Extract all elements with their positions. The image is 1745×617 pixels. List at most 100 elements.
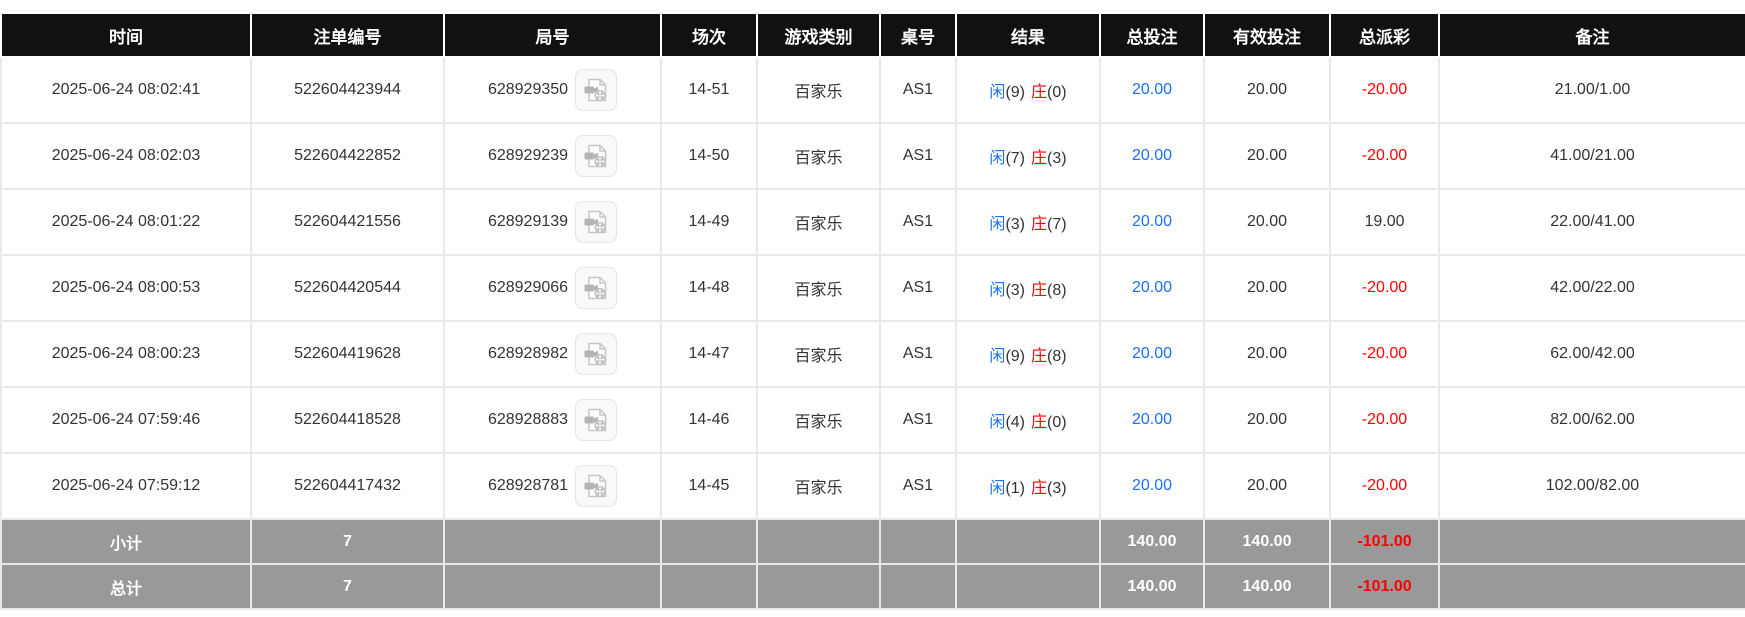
result-banker-label: 庄 bbox=[1031, 216, 1048, 233]
result-banker-score: (0) bbox=[1047, 414, 1067, 431]
cell-game-type: 百家乐 bbox=[756, 122, 881, 190]
summary-empty-remark bbox=[1438, 518, 1745, 565]
summary-count: 7 bbox=[250, 563, 445, 610]
summary-empty-round-id bbox=[443, 563, 662, 610]
cell-table-no: AS1 bbox=[879, 320, 957, 388]
cell-remark: 82.00/62.00 bbox=[1438, 386, 1745, 454]
cell-total-payout: -20.00 bbox=[1329, 452, 1440, 520]
video-replay-icon bbox=[584, 144, 607, 168]
result-player-score: (7) bbox=[1005, 150, 1025, 167]
result-banker-label: 庄 bbox=[1031, 414, 1048, 431]
summary-empty-remark bbox=[1438, 563, 1745, 610]
round-id-group: 628929066 bbox=[488, 267, 618, 309]
cell-game-type: 百家乐 bbox=[756, 56, 881, 124]
round-id-text: 628929350 bbox=[487, 81, 569, 98]
cell-round-id: 628929239 bbox=[443, 122, 662, 190]
round-id-group: 628929139 bbox=[487, 201, 618, 243]
column-header-valid-bet: 有效投注 bbox=[1203, 12, 1331, 58]
summary-empty-game-type bbox=[756, 563, 881, 610]
video-replay-button[interactable] bbox=[575, 465, 618, 507]
cell-round-id: 628928982 bbox=[443, 320, 662, 388]
round-id-group: 628928781 bbox=[488, 465, 618, 507]
cell-session: 14-49 bbox=[660, 188, 758, 256]
summary-empty-result bbox=[955, 518, 1101, 565]
cell-bet-id: 522604418528 bbox=[250, 386, 445, 454]
video-replay-icon bbox=[584, 78, 607, 102]
round-id-text: 628928982 bbox=[487, 345, 569, 362]
cell-result: 闲(9) 庄(8) bbox=[955, 320, 1101, 388]
cell-valid-bet: 20.00 bbox=[1203, 254, 1331, 322]
bet-record-row: 2025-06-24 08:00:23 522604419628 6289289… bbox=[0, 320, 1745, 388]
result-banker-score: (8) bbox=[1047, 348, 1067, 365]
result-player-label: 闲 bbox=[989, 150, 1006, 167]
table-header: 时间 注单编号 局号 场次 游戏类别 桌号 结果 总投注 有效投注 总派彩 备注 bbox=[0, 12, 1745, 58]
cell-session: 14-48 bbox=[660, 254, 758, 322]
summary-empty-result bbox=[955, 563, 1101, 610]
result-player-score: (9) bbox=[1005, 84, 1025, 101]
cell-remark: 102.00/82.00 bbox=[1438, 452, 1745, 520]
bet-record-row: 2025-06-24 07:59:46 522604418528 6289288… bbox=[0, 386, 1745, 454]
cell-session: 14-50 bbox=[660, 122, 758, 190]
cell-game-type: 百家乐 bbox=[756, 188, 881, 256]
header-row: 时间 注单编号 局号 场次 游戏类别 桌号 结果 总投注 有效投注 总派彩 备注 bbox=[0, 12, 1745, 58]
cell-total-bet: 20.00 bbox=[1099, 56, 1205, 124]
cell-round-id: 628928883 bbox=[443, 386, 662, 454]
cell-total-payout: -20.00 bbox=[1329, 122, 1440, 190]
cell-valid-bet: 20.00 bbox=[1203, 320, 1331, 388]
cell-total-bet: 20.00 bbox=[1099, 452, 1205, 520]
cell-session: 14-51 bbox=[660, 56, 758, 124]
cell-total-bet: 20.00 bbox=[1099, 320, 1205, 388]
video-replay-button[interactable] bbox=[575, 267, 618, 309]
cell-total-payout: -20.00 bbox=[1329, 56, 1440, 124]
video-replay-button[interactable] bbox=[575, 333, 618, 375]
cell-table-no: AS1 bbox=[879, 188, 957, 256]
cell-remark: 42.00/22.00 bbox=[1438, 254, 1745, 322]
column-header-total-payout: 总派彩 bbox=[1329, 12, 1440, 58]
cell-total-bet: 20.00 bbox=[1099, 188, 1205, 256]
cell-total-bet: 20.00 bbox=[1099, 122, 1205, 190]
summary-empty-session bbox=[660, 563, 758, 610]
cell-table-no: AS1 bbox=[879, 254, 957, 322]
cell-remark: 22.00/41.00 bbox=[1438, 188, 1745, 256]
result-player-label: 闲 bbox=[989, 480, 1006, 497]
cell-valid-bet: 20.00 bbox=[1203, 122, 1331, 190]
cell-remark: 41.00/21.00 bbox=[1438, 122, 1745, 190]
cell-result: 闲(4) 庄(0) bbox=[955, 386, 1101, 454]
video-replay-button[interactable] bbox=[575, 201, 618, 243]
result-banker-label: 庄 bbox=[1031, 150, 1048, 167]
summary-empty-round-id bbox=[443, 518, 662, 565]
result-player-label: 闲 bbox=[989, 414, 1006, 431]
video-replay-icon bbox=[584, 276, 607, 300]
summary-row: 小计 7 140.00 140.00 -101.00 bbox=[0, 518, 1745, 565]
result-banker-score: (3) bbox=[1047, 480, 1067, 497]
result-banker-score: (8) bbox=[1047, 282, 1067, 299]
result-banker-label: 庄 bbox=[1031, 480, 1048, 497]
table-body: 2025-06-24 08:02:41 522604423944 6289293… bbox=[0, 56, 1745, 520]
cell-time: 2025-06-24 07:59:12 bbox=[0, 452, 252, 520]
cell-game-type: 百家乐 bbox=[756, 254, 881, 322]
round-id-text: 628928883 bbox=[487, 411, 569, 428]
cell-table-no: AS1 bbox=[879, 56, 957, 124]
summary-total-bet: 140.00 bbox=[1099, 563, 1205, 610]
cell-total-bet: 20.00 bbox=[1099, 254, 1205, 322]
cell-total-payout: -20.00 bbox=[1329, 386, 1440, 454]
cell-time: 2025-06-24 07:59:46 bbox=[0, 386, 252, 454]
cell-remark: 21.00/1.00 bbox=[1438, 56, 1745, 124]
bet-record-row: 2025-06-24 08:00:53 522604420544 6289290… bbox=[0, 254, 1745, 322]
cell-game-type: 百家乐 bbox=[756, 320, 881, 388]
video-replay-icon bbox=[584, 474, 607, 498]
video-replay-button[interactable] bbox=[575, 399, 618, 441]
video-replay-button[interactable] bbox=[575, 69, 618, 111]
round-id-text: 628929139 bbox=[487, 213, 569, 230]
video-replay-button[interactable] bbox=[575, 135, 618, 177]
cell-game-type: 百家乐 bbox=[756, 386, 881, 454]
summary-valid-bet: 140.00 bbox=[1203, 518, 1331, 565]
cell-bet-id: 522604419628 bbox=[250, 320, 445, 388]
result-banker-score: (0) bbox=[1047, 84, 1067, 101]
cell-bet-id: 522604421556 bbox=[250, 188, 445, 256]
result-banker-label: 庄 bbox=[1031, 84, 1048, 101]
column-header-remark: 备注 bbox=[1438, 12, 1745, 58]
summary-empty-table-no bbox=[879, 563, 957, 610]
cell-time: 2025-06-24 08:02:41 bbox=[0, 56, 252, 124]
result-player-label: 闲 bbox=[989, 348, 1006, 365]
